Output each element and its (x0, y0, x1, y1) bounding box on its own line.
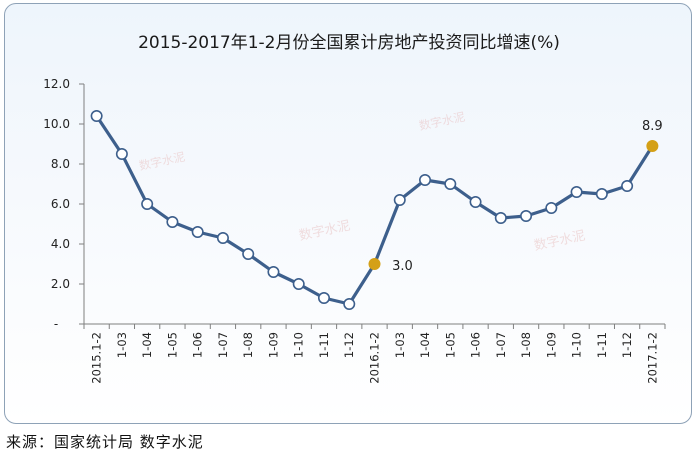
data-point (141, 198, 154, 211)
data-point (621, 180, 634, 193)
data-point (267, 265, 280, 278)
x-tick-label: 1-11 (595, 332, 609, 358)
data-point (317, 291, 330, 304)
watermark-2: 数字水泥 (418, 109, 467, 132)
data-point (343, 297, 356, 310)
x-tick-label: 1-12 (342, 332, 356, 358)
x-tick-label: 1-08 (241, 332, 255, 358)
data-point (570, 186, 583, 199)
x-tick-label: 1-04 (418, 332, 432, 358)
x-tick-label: 2016.1-2 (368, 332, 382, 384)
x-tick-label: 1-05 (443, 332, 457, 358)
data-point (419, 174, 432, 187)
data-point (242, 248, 255, 261)
data-point (166, 216, 179, 229)
y-tick-label: 6.0 (51, 197, 70, 211)
y-tick-label: 4.0 (51, 237, 70, 251)
data-label: 3.0 (392, 259, 413, 274)
source-note: 来源：国家统计局 数字水泥 (6, 433, 204, 451)
x-tick-label: 2015.1-2 (90, 332, 104, 384)
y-tick-label: 10.0 (43, 117, 70, 131)
x-tick-label: 1-05 (165, 332, 179, 358)
y-tick-label: 12.0 (43, 77, 70, 91)
data-point (469, 196, 482, 209)
x-tick-label: 1-07 (216, 332, 230, 358)
data-point (520, 210, 533, 223)
highlight-point (368, 257, 381, 270)
chart-title: 2015-2017年1-2月份全国累计房地产投资同比增速(%) (138, 33, 560, 53)
x-tick-label: 1-11 (317, 332, 331, 358)
x-tick-label: 1-12 (620, 332, 634, 358)
y-tick-label: 2.0 (51, 277, 70, 291)
data-point (595, 188, 608, 201)
x-tick-label: 1-10 (292, 332, 306, 358)
x-tick-label: 1-06 (191, 332, 205, 358)
x-tick-label: 1-09 (266, 332, 280, 358)
x-tick-label: 1-03 (115, 332, 129, 358)
x-tick-label: 1-06 (469, 332, 483, 358)
x-tick-label: 1-10 (570, 332, 584, 358)
data-label: 8.9 (642, 119, 663, 134)
x-tick-label: 1-08 (519, 332, 533, 358)
data-point (191, 226, 204, 239)
data-point (115, 148, 128, 161)
x-tick-label: 2017.1-2 (645, 332, 659, 384)
watermark-0: 数字水泥 (138, 149, 187, 172)
series-line (95, 115, 654, 306)
x-tick-label: 1-07 (494, 332, 508, 358)
data-point (494, 212, 507, 225)
y-tick-label: - (54, 317, 58, 331)
watermark-1: 数字水泥 (298, 218, 352, 243)
data-point (292, 277, 305, 290)
chart-frame (4, 3, 692, 424)
data-point (545, 202, 558, 215)
x-tick-label: 1-03 (393, 332, 407, 358)
data-point (393, 194, 406, 207)
data-point (216, 232, 229, 245)
x-tick-label: 1-04 (140, 332, 154, 358)
watermark-3: 数字水泥 (533, 228, 587, 253)
data-point (90, 110, 103, 123)
highlight-point (646, 140, 659, 153)
data-point (444, 178, 457, 191)
y-tick-label: 8.0 (51, 157, 70, 171)
x-tick-label: 1-09 (544, 332, 558, 358)
